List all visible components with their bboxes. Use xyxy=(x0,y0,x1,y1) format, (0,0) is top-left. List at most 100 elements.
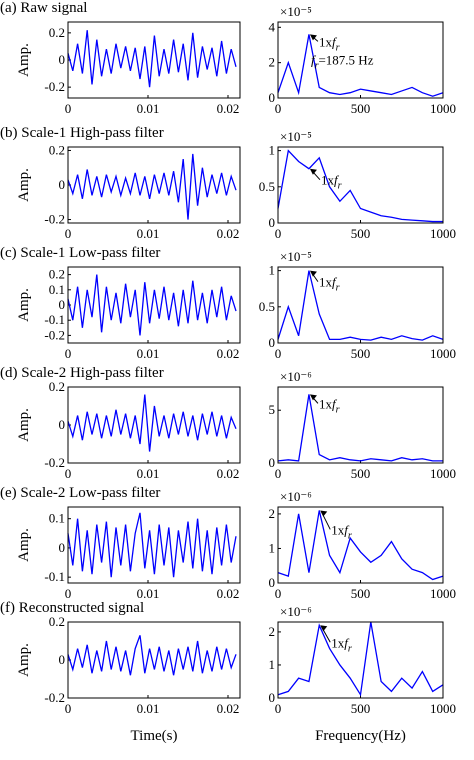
x-tick-label: 0 xyxy=(275,466,282,481)
y-tick-label: 0 xyxy=(269,575,276,590)
panel-title: (d) Scale-2 High-pass filter xyxy=(0,365,164,381)
x-tick-label: 1000 xyxy=(430,466,456,481)
annotation-part: =187.5 Hz xyxy=(318,52,373,67)
y-tick-label: 0 xyxy=(269,455,276,470)
x-tick-label: 500 xyxy=(351,586,371,601)
y-tick-label: -0.2 xyxy=(44,690,65,705)
signal-line xyxy=(67,274,237,336)
x-tick-label: 0.02 xyxy=(217,701,240,716)
panel-title: (b) Scale-1 High-pass filter xyxy=(0,125,164,141)
annotation-part: 1x xyxy=(331,635,345,650)
y-tick-label: -0.1 xyxy=(44,312,65,327)
y-tick-label: -0.2 xyxy=(44,455,65,470)
y-tick-label: 0.1 xyxy=(49,511,65,526)
y-tick-label: 0.5 xyxy=(259,179,275,194)
y-tick-label: 2 xyxy=(269,55,276,70)
annotation-part: f xyxy=(344,522,350,537)
y-tick-label: 0.2 xyxy=(49,267,65,282)
y-tick-label: 0.1 xyxy=(49,282,65,297)
annotation-part: f xyxy=(332,275,338,290)
annotation: 1xfr xyxy=(319,34,340,53)
x-axis-label: Frequency(Hz) xyxy=(315,728,406,744)
signal-line xyxy=(277,34,444,97)
arrow-head xyxy=(309,270,317,277)
x-tick-label: 1000 xyxy=(430,226,456,241)
annotation-part: 1x xyxy=(319,396,333,411)
x-tick-label: 0 xyxy=(275,226,282,241)
annotation-part: 1x xyxy=(319,34,333,49)
x-tick-label: 0.01 xyxy=(137,701,160,716)
y-tick-label: 1 xyxy=(269,143,276,158)
panel-title: (e) Scale-2 Low-pass filter xyxy=(0,485,160,501)
y-tick-label: 0.2 xyxy=(49,614,65,629)
signal-line xyxy=(277,621,444,697)
signal-line xyxy=(67,30,237,88)
signal-line xyxy=(67,635,237,676)
y-tick-label: 5 xyxy=(269,402,276,417)
y-tick-label: 0.2 xyxy=(49,142,65,157)
x-tick-label: 0.01 xyxy=(137,226,160,241)
panel-title: (c) Scale-1 Low-pass filter xyxy=(0,245,160,261)
axes-frame xyxy=(277,266,444,344)
y-axis-label: Amp. xyxy=(16,288,32,322)
signal-line xyxy=(277,510,444,581)
x-tick-label: 0 xyxy=(275,101,282,116)
y-tick-label: 0 xyxy=(59,417,66,432)
y-tick-label: 0 xyxy=(269,335,276,350)
signal-line xyxy=(67,512,237,578)
annotation-part: r xyxy=(348,643,352,654)
y-axis-label: Amp. xyxy=(16,528,32,562)
x-tick-label: 0 xyxy=(65,101,72,116)
annotation-part: r xyxy=(338,181,342,192)
axes-frame xyxy=(67,146,241,224)
x-tick-label: 500 xyxy=(351,346,371,361)
x-axis-label: Time(s) xyxy=(131,728,178,744)
y-tick-label: -0.1 xyxy=(44,569,65,584)
y-tick-label: 0 xyxy=(269,690,276,705)
x-tick-label: 0 xyxy=(65,701,72,716)
arrow-head xyxy=(309,168,317,175)
y-axis-label: Amp. xyxy=(16,408,32,442)
axes-frame xyxy=(277,621,444,699)
y-tick-label: 0 xyxy=(269,215,276,230)
x-tick-label: 0.02 xyxy=(217,101,240,116)
annotation-part: r xyxy=(315,60,319,71)
annotation: 1xfr xyxy=(331,522,352,541)
y-tick-label: 0 xyxy=(59,297,66,312)
annotation-part: f xyxy=(311,52,317,67)
signal-line xyxy=(67,394,237,452)
y-scale-label: ×10⁻⁵ xyxy=(280,4,312,19)
y-scale-label: ×10⁻⁶ xyxy=(280,369,312,384)
x-tick-label: 0.01 xyxy=(137,101,160,116)
y-axis-label: Amp. xyxy=(16,43,32,77)
y-scale-label: ×10⁻⁵ xyxy=(280,249,312,264)
y-tick-label: 1 xyxy=(269,540,276,555)
y-tick-label: -0.2 xyxy=(44,79,65,94)
annotation-part: f xyxy=(344,635,350,650)
arrow-head xyxy=(309,34,317,41)
y-tick-label: 0.5 xyxy=(259,299,275,314)
x-tick-label: 500 xyxy=(351,101,371,116)
axes-frame xyxy=(67,386,241,464)
annotation-part: 1x xyxy=(319,275,333,290)
axes-frame xyxy=(277,506,444,584)
annotation: fr=187.5 Hz xyxy=(311,52,374,71)
y-tick-label: 0.2 xyxy=(49,25,65,40)
axes-frame xyxy=(277,21,444,99)
y-tick-label: -0.2 xyxy=(44,327,65,342)
arrow-head xyxy=(309,394,317,401)
y-axis-label: Amp. xyxy=(16,168,32,202)
y-tick-label: 0 xyxy=(269,90,276,105)
y-tick-label: 1 xyxy=(269,657,276,672)
y-axis-label: Amp. xyxy=(16,643,32,677)
x-tick-label: 0.02 xyxy=(217,226,240,241)
x-tick-label: 0 xyxy=(275,701,282,716)
x-tick-label: 0 xyxy=(275,346,282,361)
signal-line xyxy=(277,270,444,341)
signal-line xyxy=(277,394,443,462)
annotation-part: f xyxy=(334,173,340,188)
x-tick-label: 1000 xyxy=(430,346,456,361)
y-tick-label: 1 xyxy=(269,263,276,278)
x-tick-label: 0 xyxy=(65,466,72,481)
x-tick-label: 1000 xyxy=(430,586,456,601)
